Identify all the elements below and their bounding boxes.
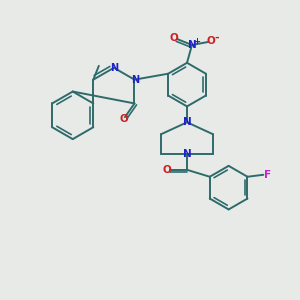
Text: O: O [170, 33, 178, 43]
Text: N: N [131, 75, 139, 85]
Text: N: N [110, 63, 118, 73]
Text: F: F [264, 170, 271, 180]
Text: N: N [188, 40, 196, 50]
Text: N: N [183, 117, 191, 127]
Text: +: + [194, 37, 200, 46]
Text: O: O [206, 36, 215, 46]
Text: -: - [214, 33, 219, 43]
Text: O: O [163, 165, 172, 175]
Text: O: O [119, 114, 128, 124]
Text: N: N [183, 149, 191, 159]
